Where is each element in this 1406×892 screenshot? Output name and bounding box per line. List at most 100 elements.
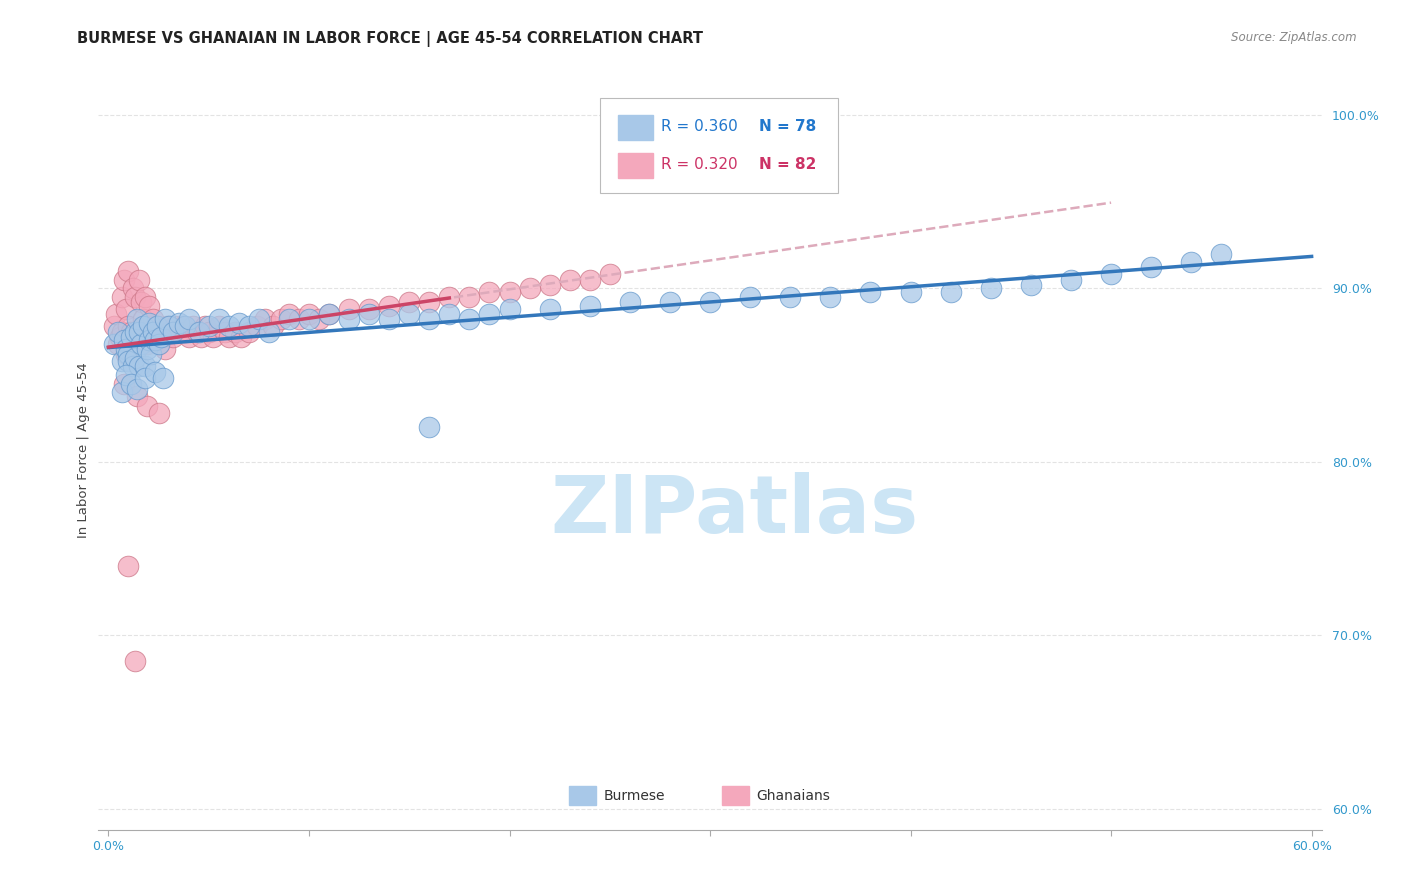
Point <box>214 325 236 339</box>
Point <box>298 307 321 321</box>
Point <box>359 301 381 316</box>
Point <box>103 319 125 334</box>
Point <box>318 307 340 321</box>
Point <box>173 325 195 339</box>
Point <box>131 319 153 334</box>
Point <box>139 347 162 361</box>
Point <box>177 330 200 344</box>
Point <box>318 307 340 321</box>
Point <box>298 312 321 326</box>
Point <box>247 312 270 326</box>
Point <box>398 295 420 310</box>
Point <box>120 376 142 391</box>
Point <box>117 354 139 368</box>
Point <box>1140 260 1163 275</box>
Point <box>257 325 280 339</box>
Point <box>157 319 180 334</box>
Point <box>197 325 219 339</box>
Point <box>262 319 284 334</box>
Point <box>208 312 231 326</box>
Point <box>418 420 440 434</box>
Point <box>145 319 167 334</box>
Point <box>135 336 157 351</box>
Point <box>115 301 138 316</box>
Text: ZIPatlas: ZIPatlas <box>550 472 918 550</box>
Point <box>138 299 160 313</box>
Point <box>124 290 146 304</box>
Point <box>128 272 150 286</box>
Point <box>124 654 146 668</box>
Point <box>110 330 132 344</box>
Text: R = 0.360: R = 0.360 <box>661 120 738 134</box>
Point <box>229 330 252 344</box>
Point <box>142 325 165 339</box>
Point <box>699 295 721 310</box>
Point <box>135 342 157 356</box>
Point <box>939 285 962 299</box>
Point <box>114 333 136 347</box>
Point <box>103 336 125 351</box>
Point <box>1060 272 1083 286</box>
Point <box>121 336 143 351</box>
FancyBboxPatch shape <box>600 98 838 193</box>
Point <box>138 316 160 330</box>
Point <box>820 290 842 304</box>
Point <box>135 399 157 413</box>
Point <box>107 336 129 351</box>
Point <box>128 325 150 339</box>
Text: BURMESE VS GHANAIAN IN LABOR FORCE | AGE 45-54 CORRELATION CHART: BURMESE VS GHANAIAN IN LABOR FORCE | AGE… <box>77 31 703 47</box>
Point <box>115 368 138 382</box>
Point <box>181 319 204 334</box>
Point <box>519 281 541 295</box>
Text: Source: ZipAtlas.com: Source: ZipAtlas.com <box>1232 31 1357 45</box>
Point <box>128 325 150 339</box>
Point <box>538 301 561 316</box>
Point <box>980 281 1002 295</box>
Point <box>270 312 292 326</box>
Point <box>117 319 139 334</box>
Point <box>599 268 621 282</box>
Point <box>337 301 360 316</box>
Point <box>578 299 600 313</box>
Point <box>167 325 190 339</box>
Point <box>121 281 143 295</box>
Bar <box>569 787 596 805</box>
Point <box>124 325 146 339</box>
Point <box>111 325 134 339</box>
Point <box>114 272 136 286</box>
Point <box>162 330 184 344</box>
Point <box>167 316 190 330</box>
Point <box>120 325 142 339</box>
Point <box>152 330 174 344</box>
Point <box>111 385 134 400</box>
Point <box>125 382 148 396</box>
Point <box>378 299 401 313</box>
Point <box>558 272 581 286</box>
Point <box>288 312 311 326</box>
Point <box>120 330 142 344</box>
Point <box>111 354 134 368</box>
Point <box>1180 255 1202 269</box>
Point <box>117 264 139 278</box>
Point <box>134 371 156 385</box>
Point <box>148 336 170 351</box>
Bar <box>619 153 652 178</box>
Point <box>121 359 143 374</box>
Point <box>277 307 299 321</box>
Point <box>134 319 156 334</box>
Point <box>238 325 260 339</box>
Point <box>117 347 139 361</box>
Point <box>378 312 401 326</box>
Point <box>125 333 148 347</box>
Point <box>105 307 128 321</box>
Point <box>177 312 200 326</box>
Point <box>125 312 148 326</box>
Point <box>115 347 138 361</box>
Point <box>125 389 148 403</box>
Point <box>143 333 166 347</box>
Point <box>859 285 882 299</box>
Point <box>124 351 146 365</box>
Point <box>1211 246 1233 260</box>
Point <box>246 319 269 334</box>
Point <box>187 325 209 339</box>
